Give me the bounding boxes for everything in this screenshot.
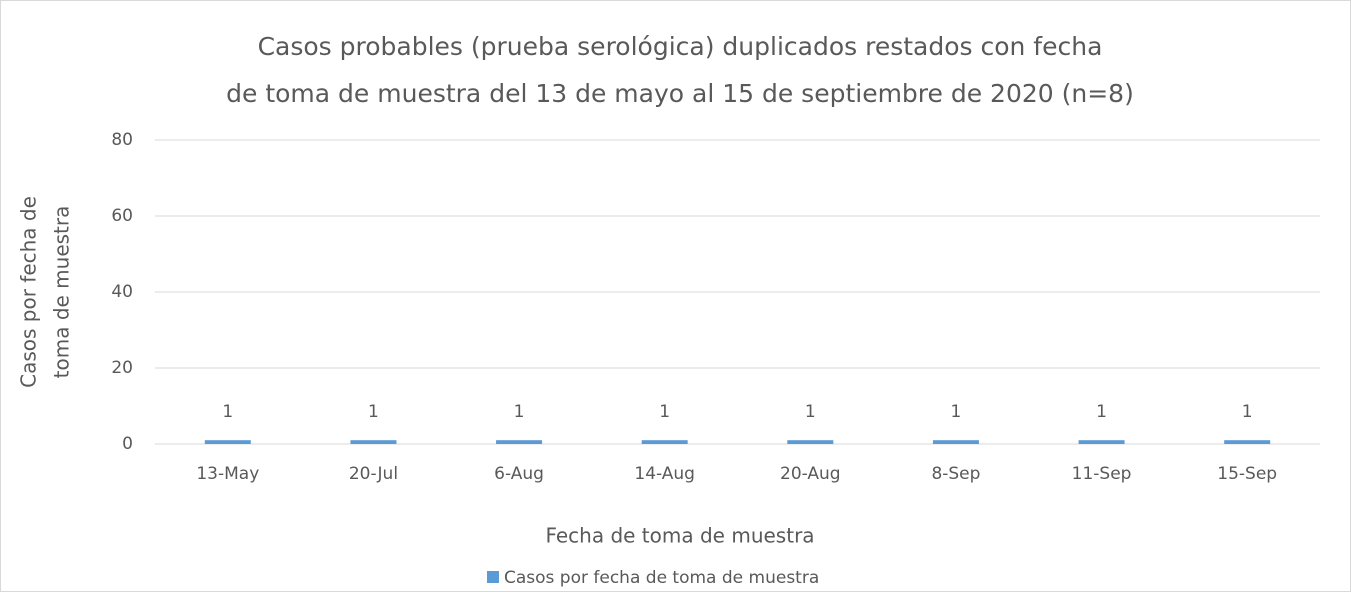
x-tick-label: 6-Aug	[494, 464, 544, 484]
chart-title: de toma de muestra del 13 de mayo al 15 …	[226, 79, 1134, 108]
x-tick-label: 20-Jul	[349, 464, 398, 484]
legend-label: Casos por fecha de toma de muestra	[504, 568, 819, 588]
chart-title: Casos probables (prueba serológica) dupl…	[258, 32, 1103, 61]
y-tick-label: 40	[111, 282, 133, 302]
value-label: 1	[1242, 402, 1253, 422]
bar	[1224, 440, 1271, 444]
value-label: 1	[514, 402, 525, 422]
y-tick-label: 20	[111, 358, 133, 378]
x-tick-label: 11-Sep	[1072, 464, 1132, 484]
y-axis-title: toma de muestra	[50, 206, 74, 379]
bar	[1078, 440, 1125, 444]
bar	[787, 440, 834, 444]
value-label: 1	[659, 402, 670, 422]
value-label: 1	[368, 402, 379, 422]
value-label: 1	[1096, 402, 1107, 422]
x-tick-label: 14-Aug	[634, 464, 695, 484]
y-tick-label: 60	[111, 206, 133, 226]
value-label: 1	[222, 402, 233, 422]
y-tick-label: 80	[111, 130, 133, 150]
legend-swatch	[487, 571, 499, 583]
x-tick-label: 13-May	[196, 464, 259, 484]
bar	[932, 440, 979, 444]
x-tick-label: 8-Sep	[931, 464, 980, 484]
bar	[641, 440, 688, 444]
x-tick-label: 15-Sep	[1217, 464, 1277, 484]
value-label: 1	[951, 402, 962, 422]
value-label: 1	[805, 402, 816, 422]
x-tick-label: 20-Aug	[780, 464, 841, 484]
x-axis-title: Fecha de toma de muestra	[545, 524, 814, 548]
y-tick-label: 0	[122, 434, 133, 454]
bar	[204, 440, 251, 444]
y-axis-title: Casos por fecha de	[17, 196, 41, 388]
bar	[350, 440, 397, 444]
bar	[496, 440, 543, 444]
